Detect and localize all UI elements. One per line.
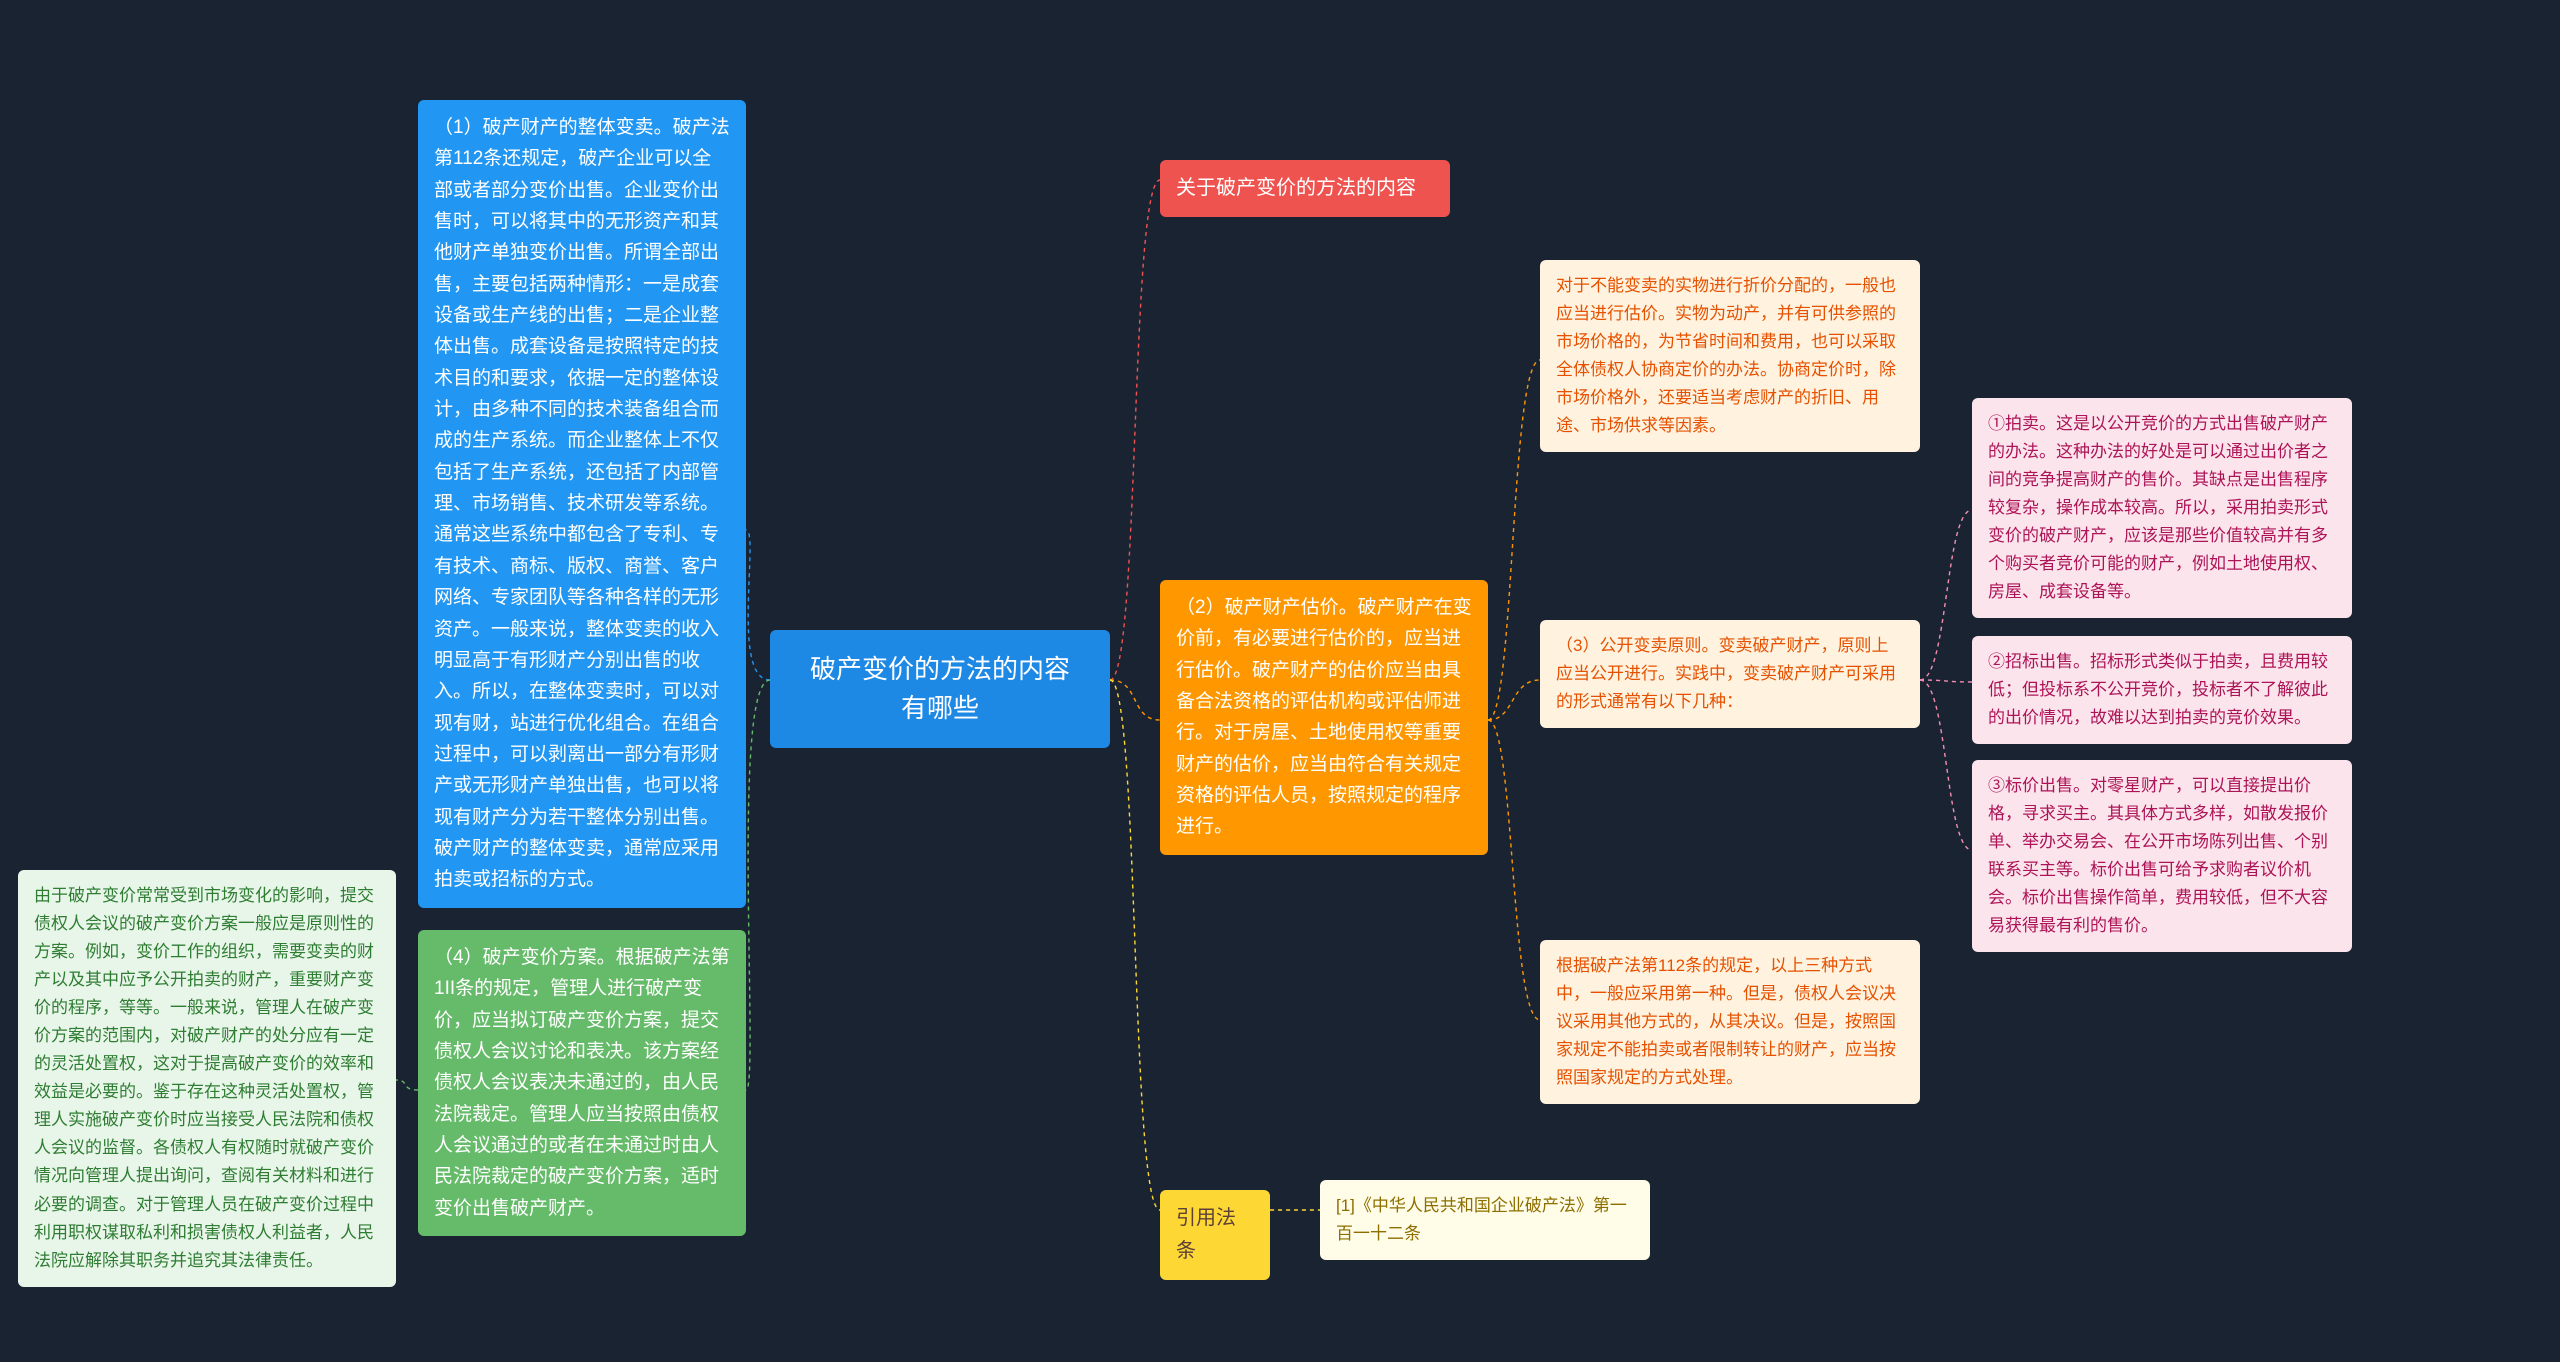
citation-text-node[interactable]: [1]《中华人民共和国企业破产法》第一百一十二条 <box>1320 1180 1650 1260</box>
node-3b-text: ②招标出售。招标形式类似于拍卖，且费用较低；但投标系不公开竞价，投标者不了解彼此… <box>1988 652 2328 727</box>
citation-label-text: 引用法条 <box>1176 1207 1236 1262</box>
node-3-public-sale[interactable]: （3）公开变卖原则。变卖破产财产，原则上应当公开进行。实践中，变卖破产财产可采用… <box>1540 620 1920 728</box>
section-header[interactable]: 关于破产变价的方法的内容 <box>1160 160 1450 217</box>
node-1-text: （1）破产财产的整体变卖。破产法第112条还规定，破产企业可以全部或者部分变价出… <box>434 117 730 890</box>
node-4-detail[interactable]: 由于破产变价常常受到市场变化的影响，提交债权人会议的破产变价方案一般应是原则性的… <box>18 870 396 1287</box>
node-1-whole-sale[interactable]: （1）破产财产的整体变卖。破产法第112条还规定，破产企业可以全部或者部分变价出… <box>418 100 746 908</box>
root-node[interactable]: 破产变价的方法的内容有哪些 <box>770 630 1110 748</box>
node-3-text: （3）公开变卖原则。变卖破产财产，原则上应当公开进行。实践中，变卖破产财产可采用… <box>1556 636 1896 711</box>
node-2-text: （2）破产财产估价。破产财产在变价前，有必要进行估价的，应当进行估价。破产财产的… <box>1176 597 1472 837</box>
root-title: 破产变价的方法的内容有哪些 <box>810 654 1070 723</box>
node-2-detail[interactable]: 对于不能变卖的实物进行折价分配的，一般也应当进行估价。实物为动产，并有可供参照的… <box>1540 260 1920 452</box>
node-4-plan[interactable]: （4）破产变价方案。根据破产法第1II条的规定，管理人进行破产变价，应当拟订破产… <box>418 930 746 1236</box>
node-4-detail-text: 由于破产变价常常受到市场变化的影响，提交债权人会议的破产变价方案一般应是原则性的… <box>34 886 374 1270</box>
citation-text: [1]《中华人民共和国企业破产法》第一百一十二条 <box>1336 1196 1627 1243</box>
node-3a-text: ①拍卖。这是以公开竞价的方式出售破产财产的办法。这种办法的好处是可以通过出价者之… <box>1988 414 2328 601</box>
node-3-note-text: 根据破产法第112条的规定，以上三种方式中，一般应采用第一种。但是，债权人会议决… <box>1556 956 1896 1087</box>
section-header-text: 关于破产变价的方法的内容 <box>1176 177 1416 199</box>
node-2-detail-text: 对于不能变卖的实物进行折价分配的，一般也应当进行估价。实物为动产，并有可供参照的… <box>1556 276 1896 435</box>
node-3c-price-sale[interactable]: ③标价出售。对零星财产，可以直接提出价格，寻求买主。其具体方式多样，如散发报价单… <box>1972 760 2352 952</box>
node-2-valuation[interactable]: （2）破产财产估价。破产财产在变价前，有必要进行估价的，应当进行估价。破产财产的… <box>1160 580 1488 855</box>
node-3a-auction[interactable]: ①拍卖。这是以公开竞价的方式出售破产财产的办法。这种办法的好处是可以通过出价者之… <box>1972 398 2352 618</box>
node-3b-bidding[interactable]: ②招标出售。招标形式类似于拍卖，且费用较低；但投标系不公开竞价，投标者不了解彼此… <box>1972 636 2352 744</box>
node-3-note[interactable]: 根据破产法第112条的规定，以上三种方式中，一般应采用第一种。但是，债权人会议决… <box>1540 940 1920 1104</box>
node-4-text: （4）破产变价方案。根据破产法第1II条的规定，管理人进行破产变价，应当拟订破产… <box>434 947 730 1219</box>
node-3c-text: ③标价出售。对零星财产，可以直接提出价格，寻求买主。其具体方式多样，如散发报价单… <box>1988 776 2328 935</box>
citation-label[interactable]: 引用法条 <box>1160 1190 1270 1280</box>
